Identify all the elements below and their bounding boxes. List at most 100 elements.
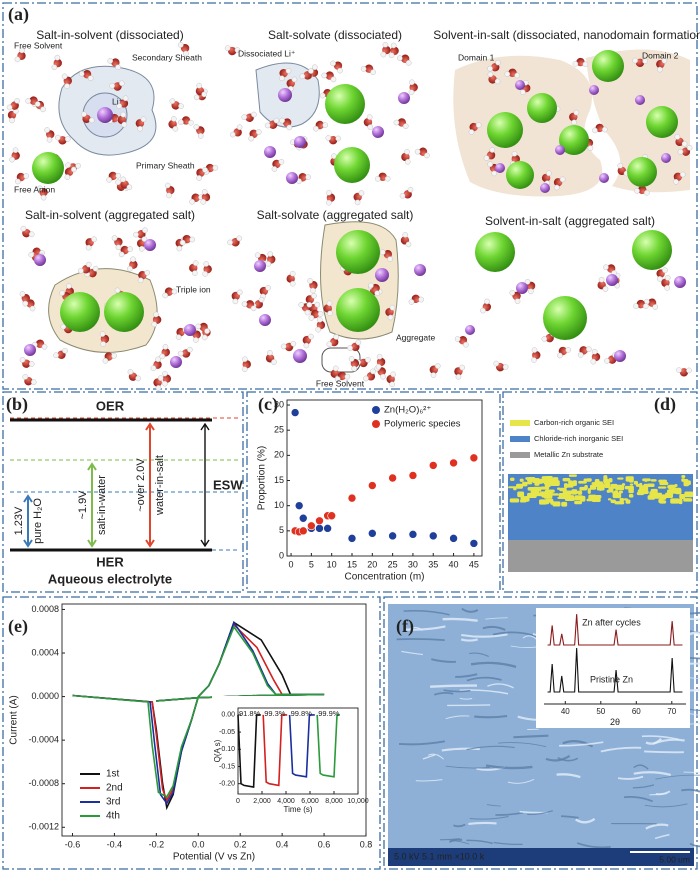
hydrogen — [51, 64, 58, 71]
hydrogen — [201, 334, 208, 341]
water-molecule — [31, 339, 48, 350]
hydrogen — [590, 358, 597, 365]
hydrogen — [66, 283, 72, 289]
water-molecule — [248, 129, 262, 142]
anion — [506, 161, 534, 189]
hydrogen — [308, 315, 315, 321]
hydrogen — [344, 373, 351, 380]
x-tick-label: 15 — [347, 559, 357, 569]
sem-texture — [498, 742, 547, 748]
oxygen — [242, 360, 251, 369]
organic-domain — [665, 492, 674, 498]
hydrogen — [111, 235, 118, 241]
sem-texture — [689, 631, 700, 636]
hydrogen — [559, 176, 566, 183]
x-tick-label: 8,000 — [325, 798, 343, 805]
sem-texture — [468, 821, 497, 825]
water-molecule — [632, 57, 648, 68]
sem-texture — [404, 625, 446, 631]
water-molecule — [553, 176, 566, 191]
plot-frame — [61, 603, 367, 837]
water-molecule — [106, 171, 122, 183]
hydrogen — [634, 188, 640, 194]
anion — [475, 232, 515, 272]
water-molecule — [196, 167, 208, 181]
hydrogen — [355, 339, 362, 346]
scene-annotation: Aggregate — [396, 332, 435, 342]
hydrogen — [78, 267, 84, 274]
anion — [336, 230, 380, 274]
water-molecule — [6, 98, 20, 111]
data-point — [469, 539, 479, 548]
sem-texture — [617, 775, 644, 780]
x-tick-label: 45 — [469, 559, 479, 569]
sem-texture — [459, 689, 509, 695]
organic-domain — [674, 484, 678, 488]
hydrogen — [379, 249, 386, 256]
hydrogen — [19, 291, 26, 297]
organic-domain — [556, 487, 561, 490]
organic-domain — [568, 474, 577, 477]
y-tick-label: -0.0008 — [28, 778, 59, 788]
water-molecule — [326, 334, 339, 348]
water-molecule — [414, 147, 430, 159]
li-ion — [97, 107, 113, 123]
hydrogen — [642, 58, 648, 64]
organic-domain — [610, 499, 616, 504]
panel-frame — [2, 596, 381, 870]
hydrogen — [677, 149, 684, 155]
sem-texture — [453, 823, 466, 828]
water-molecule — [577, 346, 592, 358]
water-molecule — [393, 118, 409, 129]
legend-marker — [372, 406, 380, 414]
organic-domain — [638, 489, 647, 495]
hydrogen — [25, 98, 31, 104]
water-molecule — [264, 117, 280, 129]
inset-annotation: 91.8% — [239, 709, 261, 718]
hydrogen — [643, 303, 649, 309]
hydrogen — [155, 356, 161, 363]
organic-domain — [540, 481, 544, 484]
data-point — [449, 458, 458, 468]
hydrogen — [91, 236, 97, 243]
x-tick-label: 0.8 — [360, 839, 373, 849]
water-molecule — [116, 95, 129, 109]
panel-frame — [246, 391, 501, 593]
xrd-pattern — [547, 647, 683, 693]
hydrogen — [164, 182, 171, 189]
li-ion — [674, 276, 686, 288]
sem-texture — [469, 652, 489, 658]
y-tick-label: 0.00 — [221, 712, 235, 719]
hydrogen — [280, 343, 287, 350]
organic-domain — [621, 483, 626, 486]
hydrogen — [115, 244, 122, 251]
water-molecule — [334, 371, 351, 382]
hydrogen — [119, 80, 125, 87]
water-molecule — [299, 68, 314, 80]
water-molecule — [159, 344, 170, 360]
panel-frame — [383, 596, 698, 870]
sem-texture — [623, 796, 653, 803]
hydrogen — [418, 296, 424, 303]
x-tick-label: 0.6 — [318, 839, 331, 849]
hydrogen — [327, 310, 333, 317]
hydrogen — [587, 145, 594, 151]
data-line — [72, 625, 325, 798]
y-tick-label: 30 — [274, 399, 284, 409]
substrate-layer — [508, 538, 693, 572]
li-ion — [293, 349, 307, 363]
li-ion — [170, 356, 182, 368]
anion — [336, 288, 380, 332]
hydrogen — [602, 126, 608, 133]
sem-texture — [600, 746, 642, 753]
organic-domain — [573, 492, 578, 495]
water-molecule — [84, 265, 99, 278]
hydrogen — [483, 155, 490, 161]
hydrogen — [12, 147, 19, 154]
water-molecule — [44, 127, 55, 143]
hydrogen — [6, 104, 13, 111]
water-molecule — [401, 149, 411, 165]
data-point — [408, 471, 418, 480]
hydrogen — [19, 47, 25, 54]
water-molecule — [656, 267, 668, 282]
